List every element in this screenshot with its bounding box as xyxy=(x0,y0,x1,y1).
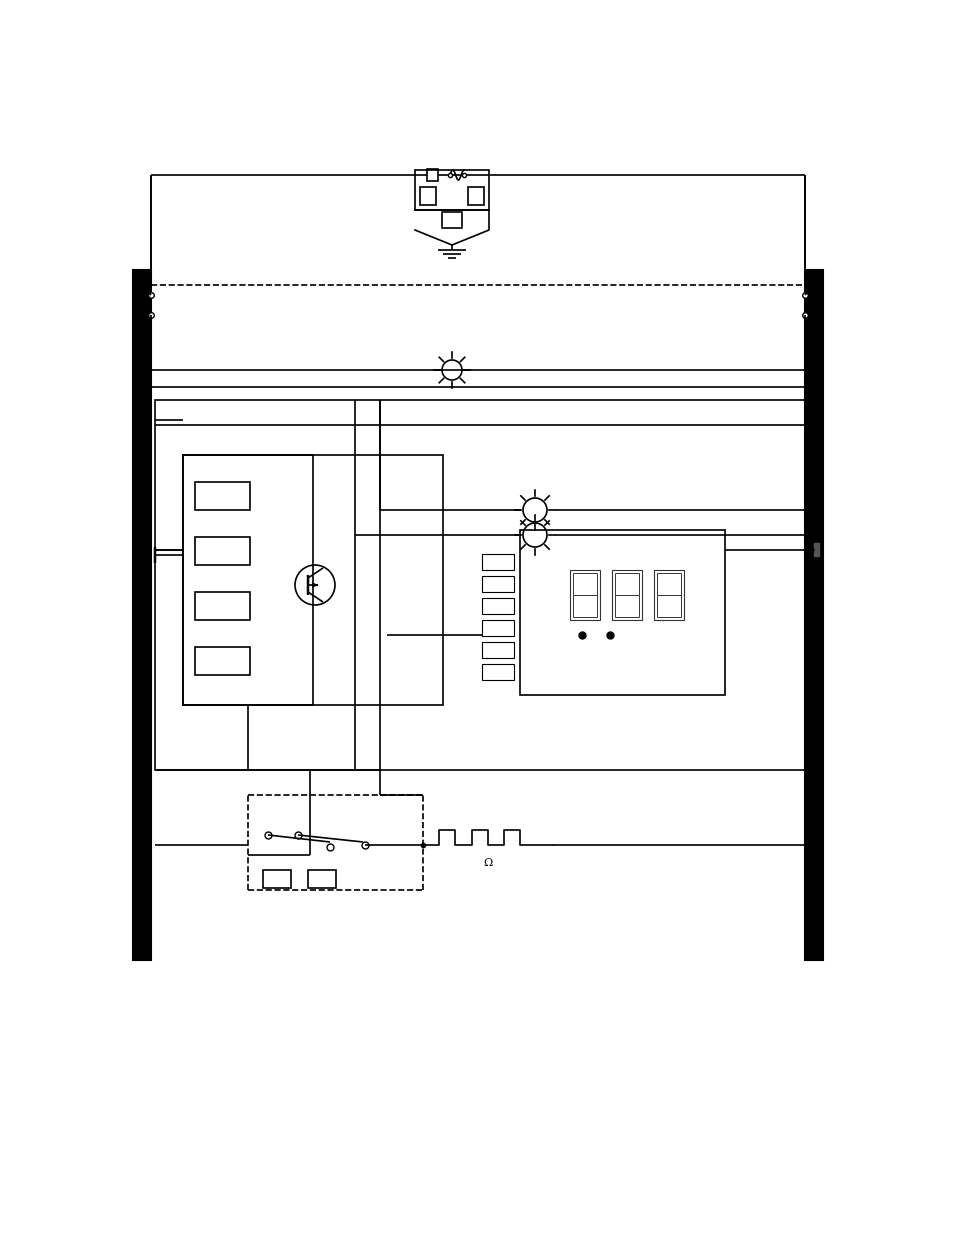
Bar xyxy=(194,537,250,564)
Bar xyxy=(194,592,250,620)
Bar xyxy=(481,598,514,614)
Bar xyxy=(654,571,683,620)
Bar xyxy=(481,620,514,636)
Bar xyxy=(519,530,724,695)
Bar xyxy=(481,576,514,592)
Bar xyxy=(132,270,151,960)
Bar xyxy=(569,571,599,620)
Bar xyxy=(441,212,461,228)
Bar xyxy=(419,186,436,205)
Bar xyxy=(194,482,250,510)
Bar xyxy=(183,454,313,705)
Bar xyxy=(612,571,641,620)
Bar xyxy=(812,542,821,558)
Bar xyxy=(415,170,489,210)
Bar xyxy=(481,555,514,571)
Bar xyxy=(804,270,822,960)
Bar xyxy=(468,186,483,205)
Bar xyxy=(308,869,335,888)
Bar xyxy=(183,454,442,705)
Bar xyxy=(154,400,820,769)
Bar xyxy=(481,664,514,680)
Bar xyxy=(263,869,291,888)
Bar xyxy=(481,642,514,658)
Bar xyxy=(194,647,250,676)
Bar xyxy=(427,169,437,182)
Text: Ω: Ω xyxy=(483,858,492,868)
